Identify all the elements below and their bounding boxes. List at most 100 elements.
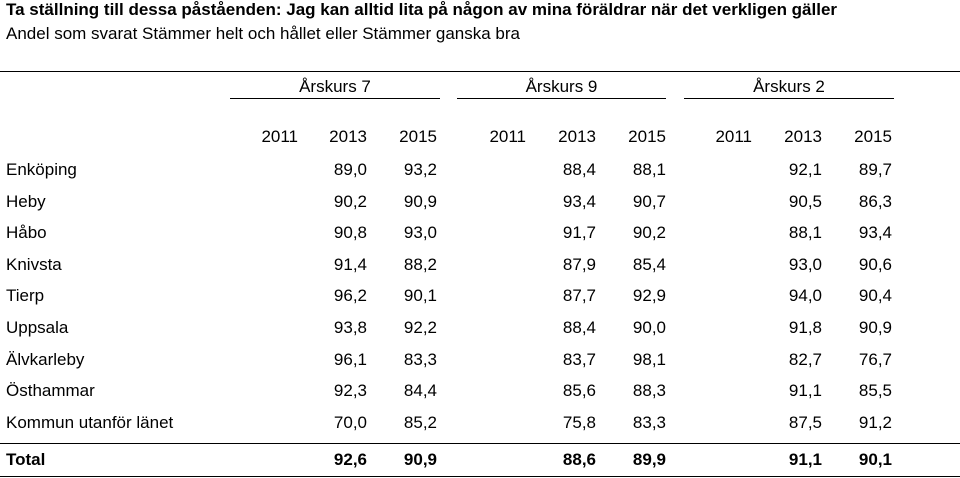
table-cell: 90,2 (333, 191, 367, 211)
table-cell: 90,2 (632, 223, 666, 243)
table-cell: 85,2 (403, 412, 437, 432)
group-underline (457, 98, 666, 99)
row-label: Älvkarleby (6, 349, 85, 369)
table-cell: 92,2 (403, 318, 437, 337)
table-cell: 93,0 (788, 254, 822, 274)
table-cell: 92,3 (333, 381, 367, 401)
row-label: Tierp (6, 286, 45, 306)
row-label: Total (6, 450, 46, 469)
table-bottom-rule (0, 476, 960, 477)
table-cell: 90,7 (632, 191, 666, 211)
group-header: Årskurs 7 (299, 77, 371, 96)
table-cell: 88,4 (562, 160, 596, 179)
group-underline (230, 98, 440, 99)
table-cell: 90,6 (858, 254, 892, 274)
table-cell: 91,2 (858, 412, 892, 432)
page-title: Ta ställning till dessa påståenden: Jag … (6, 0, 838, 19)
table-cell: 84,4 (403, 381, 437, 401)
table-row: Håbo 90,8 93,0 91,7 90,2 88,1 93,4 (0, 223, 960, 247)
row-label: Kommun utanför länet (6, 412, 174, 432)
table-row: Heby 90,2 90,9 93,4 90,7 90,5 86,3 (0, 192, 960, 216)
table-cell: 83,3 (632, 412, 666, 432)
table-cell: 83,3 (403, 349, 437, 369)
table-cell: 90,1 (403, 286, 437, 306)
table-cell: 88,2 (403, 254, 437, 274)
table-cell: 87,9 (562, 254, 596, 274)
table-cell: 88,1 (788, 223, 822, 243)
table-cell: 93,0 (403, 223, 437, 243)
table-cell: 83,7 (562, 349, 596, 369)
total-row: Total 92,6 90,9 88,6 89,9 91,1 90,1 (0, 450, 960, 474)
table-cell: 91,4 (333, 254, 367, 274)
year-header: 2013 (558, 127, 596, 146)
row-label: Östhammar (6, 381, 95, 401)
table-cell: 93,2 (403, 160, 437, 179)
table-cell: 92,6 (333, 450, 367, 469)
table-cell: 87,7 (562, 286, 596, 306)
group-underline (684, 98, 894, 99)
table-row: Kommun utanför länet 70,0 85,2 75,8 83,3 87,5… (0, 413, 960, 437)
table-cell: 90,9 (858, 318, 892, 337)
table-cell: 70,0 (333, 412, 367, 432)
table-cell: 87,5 (788, 412, 822, 432)
table-cell: 82,7 (788, 349, 822, 369)
table-cell: 96,2 (333, 286, 367, 306)
table-cell: 85,5 (858, 381, 892, 401)
row-label: Uppsala (6, 318, 69, 337)
table-row: Östhammar 92,3 84,4 85,6 88,3 91,1 85,5 (0, 381, 960, 405)
table-cell: 89,9 (632, 450, 666, 469)
table-cell: 90,9 (403, 450, 437, 469)
year-header: 2011 (261, 127, 298, 146)
table-row: Älvkarleby 96,1 83,3 83,7 98,1 82,7 76,7 (0, 350, 960, 374)
year-header: 2011 (489, 127, 526, 146)
total-divider (0, 443, 960, 444)
table-cell: 92,9 (632, 286, 666, 306)
row-label: Håbo (6, 223, 47, 243)
table-top-rule (0, 71, 960, 72)
table-cell: 88,4 (562, 318, 596, 337)
row-label: Heby (6, 191, 46, 211)
table-cell: 89,0 (333, 160, 367, 179)
table-cell: 91,1 (788, 381, 822, 401)
table-cell: 90,1 (858, 450, 892, 469)
year-header: 2013 (329, 127, 367, 146)
table-cell: 93,8 (333, 318, 367, 337)
table-cell: 88,3 (632, 381, 666, 401)
table-cell: 91,1 (788, 450, 822, 469)
table-cell: 85,4 (632, 254, 666, 274)
table-cell: 90,5 (788, 191, 822, 211)
table-cell: 90,4 (858, 286, 892, 306)
table-row: Tierp 96,2 90,1 87,7 92,9 94,0 90,4 (0, 286, 960, 310)
table-cell: 93,4 (562, 191, 596, 211)
table-cell: 76,7 (858, 349, 892, 369)
row-label: Knivsta (6, 254, 62, 274)
group-header: Årskurs 2 (753, 77, 825, 96)
year-header: 2015 (628, 127, 666, 146)
table-row: Knivsta 91,4 88,2 87,9 85,4 93,0 90,6 (0, 255, 960, 279)
table-cell: 91,7 (562, 223, 596, 243)
table-cell: 96,1 (333, 349, 367, 369)
table-cell: 88,1 (632, 160, 666, 179)
table-cell: 92,1 (788, 160, 822, 179)
table-cell: 89,7 (858, 160, 892, 179)
table-row: Enköping 89,0 93,2 88,4 88,1 92,1 89,7 (0, 160, 960, 184)
table-cell: 85,6 (562, 381, 596, 401)
year-header: 2015 (399, 127, 437, 146)
year-header: 2015 (854, 127, 892, 146)
table-row: Uppsala 93,8 92,2 88,4 90,0 91,8 90,9 (0, 318, 960, 342)
table-cell: 98,1 (632, 349, 666, 369)
table-cell: 93,4 (858, 223, 892, 243)
year-header: 2011 (715, 127, 752, 146)
table-cell: 86,3 (858, 191, 892, 211)
table-cell: 75,8 (562, 412, 596, 432)
table-cell: 91,8 (788, 318, 822, 337)
year-header: 2013 (784, 127, 822, 146)
table-cell: 90,8 (333, 223, 367, 243)
table-cell: 94,0 (788, 286, 822, 306)
group-header: Årskurs 9 (525, 77, 598, 96)
page-subtitle: Andel som svarat Stämmer helt och hållet… (6, 24, 521, 43)
row-label: Enköping (6, 160, 77, 179)
table-cell: 88,6 (562, 450, 596, 469)
table-cell: 90,0 (632, 318, 666, 337)
table-cell: 90,9 (403, 191, 437, 211)
